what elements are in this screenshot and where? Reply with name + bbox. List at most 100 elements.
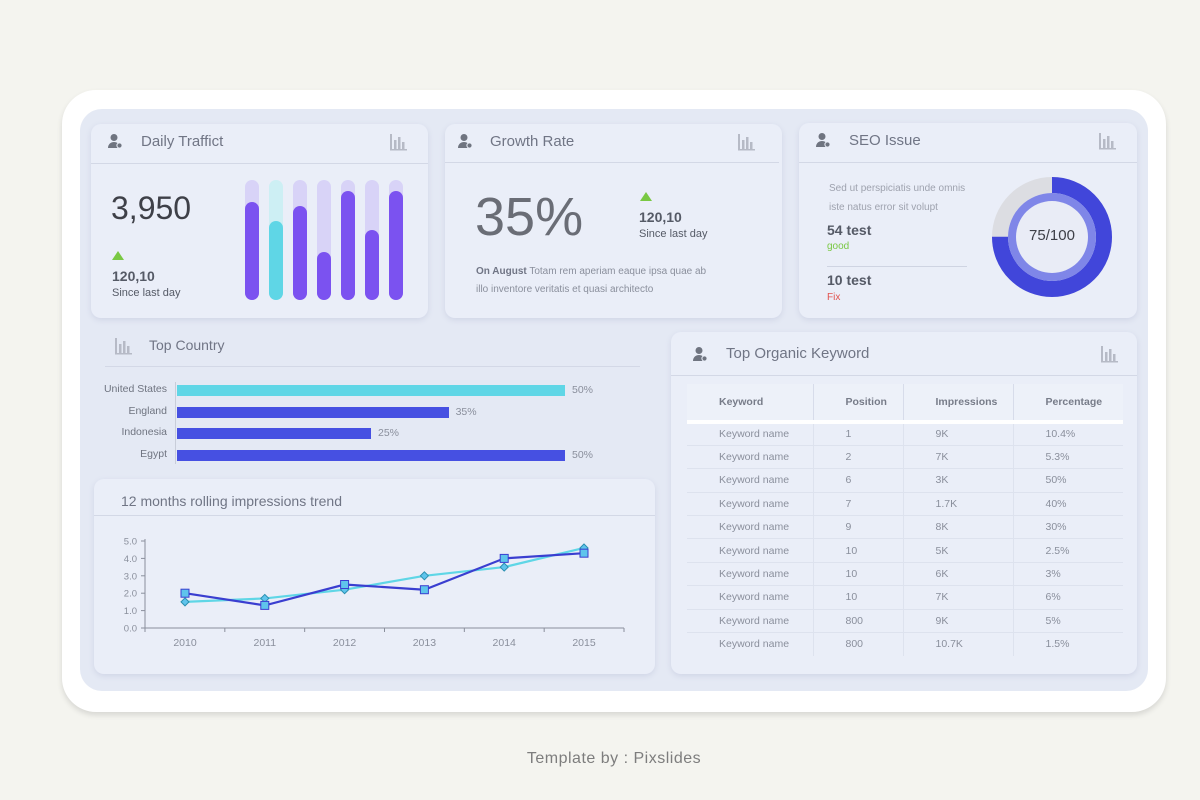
impressions-trend-card: 12 months rolling impressions trend 0.0 1… bbox=[94, 479, 655, 674]
table-cell: 3% bbox=[1013, 561, 1123, 586]
table-cell: 5.3% bbox=[1013, 444, 1123, 469]
growth-note: On August Totam rem aperiam eaque ipsa q… bbox=[476, 263, 766, 299]
country-label: Indonesia bbox=[121, 426, 167, 438]
growth-value: 35% bbox=[475, 187, 584, 247]
table-cell: 40% bbox=[1013, 491, 1123, 516]
bar-chart-icon[interactable] bbox=[1097, 131, 1117, 151]
traffic-bar bbox=[389, 191, 403, 300]
desc-line2: iste natus error sit volupt bbox=[829, 202, 938, 213]
column-header[interactable]: Position bbox=[813, 384, 904, 422]
table-cell: 2.5% bbox=[1013, 538, 1123, 563]
table-cell: 3K bbox=[903, 468, 1014, 493]
data-point bbox=[419, 571, 430, 581]
traffic-bar bbox=[269, 221, 283, 300]
top-keyword-card: Top Organic Keyword Keyword Position Imp… bbox=[671, 332, 1137, 674]
x-tick-label: 2011 bbox=[254, 637, 277, 649]
table-cell: Keyword name bbox=[687, 444, 814, 469]
table-cell: Keyword name bbox=[687, 632, 814, 656]
table-cell: 9K bbox=[903, 421, 1014, 446]
traffic-bar bbox=[365, 230, 379, 300]
table-cell: Keyword name bbox=[687, 585, 814, 610]
y-tick-label: 3.0 bbox=[124, 571, 137, 582]
table-cell: 1.7K bbox=[903, 491, 1014, 516]
up-arrow-icon bbox=[112, 251, 124, 260]
good-label: good bbox=[827, 241, 850, 252]
table-cell: 9 bbox=[813, 515, 904, 539]
card-title: Growth Rate bbox=[490, 133, 575, 150]
card-title: Daily Traffict bbox=[141, 133, 224, 150]
table-row[interactable]: Keyword name 7 1.7K 40% bbox=[687, 491, 1123, 516]
traffic-change: 120,10 bbox=[112, 268, 155, 284]
card-header: Growth Rate bbox=[445, 124, 782, 164]
table-row[interactable]: Keyword name 10 6K 3% bbox=[687, 561, 1123, 586]
top-country-section: Top Country United States 50% England 35% In… bbox=[95, 330, 643, 470]
donut-score-arc bbox=[992, 177, 1112, 297]
table-row[interactable]: Keyword name 10 5K 2.5% bbox=[687, 538, 1123, 563]
table-cell: 7 bbox=[813, 491, 904, 516]
user-icon bbox=[108, 134, 123, 149]
data-point bbox=[499, 562, 509, 572]
bar-chart-icon[interactable] bbox=[113, 336, 133, 356]
x-tick-label: 2010 bbox=[173, 637, 197, 649]
country-bar bbox=[177, 449, 565, 461]
country-value-label: 50% bbox=[572, 384, 594, 396]
y-tick-label: 5.0 bbox=[124, 537, 137, 548]
table-cell: 2 bbox=[813, 444, 904, 469]
card-header: 12 months rolling impressions trend bbox=[94, 479, 655, 516]
data-point bbox=[340, 580, 350, 589]
bar-chart-icon[interactable] bbox=[388, 132, 408, 152]
table-cell: 7K bbox=[903, 585, 1014, 610]
table-row[interactable]: Keyword name 9 8K 30% bbox=[687, 515, 1123, 539]
user-icon bbox=[816, 133, 831, 148]
fix-label: Fix bbox=[827, 292, 841, 303]
table-cell: 6 bbox=[813, 468, 904, 493]
table-cell: 10.4% bbox=[1013, 421, 1123, 446]
table-cell: 800 bbox=[813, 608, 904, 633]
table-body: Keyword name 1 9K 10.4% Keyword name 2 7K 5.3% K… bbox=[687, 421, 1123, 656]
bar-chart-icon[interactable] bbox=[736, 132, 756, 152]
user-icon bbox=[458, 134, 473, 149]
column-header[interactable]: Percentage bbox=[1013, 384, 1123, 422]
table-cell: Keyword name bbox=[687, 561, 814, 586]
column-header[interactable]: Keyword bbox=[687, 384, 814, 422]
table-row[interactable]: Keyword name 6 3K 50% bbox=[687, 468, 1123, 493]
table-row[interactable]: Keyword name 1 9K 10.4% bbox=[687, 421, 1123, 446]
table-cell: 9K bbox=[903, 608, 1014, 633]
note-bold: On August bbox=[476, 266, 527, 277]
table-cell: 5% bbox=[1013, 608, 1123, 633]
table-cell: 800 bbox=[813, 632, 904, 656]
growth-rate-card: Growth Rate 35% 120,10 Since last day On… bbox=[445, 124, 782, 318]
traffic-bar-chart bbox=[245, 180, 405, 300]
table-row[interactable]: Keyword name 800 10.7K 1.5% bbox=[687, 632, 1123, 656]
table-cell: 1.5% bbox=[1013, 632, 1123, 656]
data-point bbox=[579, 548, 589, 558]
fix-count: 10 test bbox=[827, 272, 872, 288]
user-icon bbox=[693, 347, 708, 362]
table-cell: Keyword name bbox=[687, 421, 814, 446]
donut-center bbox=[1016, 201, 1088, 273]
seo-description: Sed ut perspiciatis unde omnis iste natu… bbox=[829, 179, 965, 217]
bar-chart-icon[interactable] bbox=[1099, 344, 1119, 364]
note-line2: illo inventore veritatis et quasi archit… bbox=[476, 284, 654, 295]
card-header: SEO Issue bbox=[799, 123, 1137, 163]
series-line bbox=[184, 552, 585, 607]
table-row[interactable]: Keyword name 800 9K 5% bbox=[687, 608, 1123, 633]
column-header[interactable]: Impressions bbox=[903, 384, 1014, 422]
section-title: Top Country bbox=[149, 337, 225, 353]
table-cell: 10 bbox=[813, 538, 904, 563]
country-bar bbox=[177, 385, 565, 396]
card-header: Top Organic Keyword bbox=[671, 332, 1137, 376]
card-title: Top Organic Keyword bbox=[726, 345, 870, 362]
table-row[interactable]: Keyword name 10 7K 6% bbox=[687, 585, 1123, 610]
section-divider bbox=[105, 366, 640, 367]
traffic-change-label: Since last day bbox=[112, 287, 181, 299]
country-label: England bbox=[128, 404, 167, 417]
table-cell: 50% bbox=[1013, 468, 1123, 493]
desc-line1: Sed ut perspiciatis unde omnis bbox=[829, 183, 966, 194]
table-row[interactable]: Keyword name 2 7K 5.3% bbox=[687, 444, 1123, 469]
traffic-bar bbox=[245, 202, 259, 300]
y-tick-label: 0.0 bbox=[124, 624, 137, 635]
card-title: SEO Issue bbox=[849, 132, 921, 149]
up-arrow-icon bbox=[640, 192, 652, 201]
table-cell: 10.7K bbox=[903, 632, 1014, 656]
